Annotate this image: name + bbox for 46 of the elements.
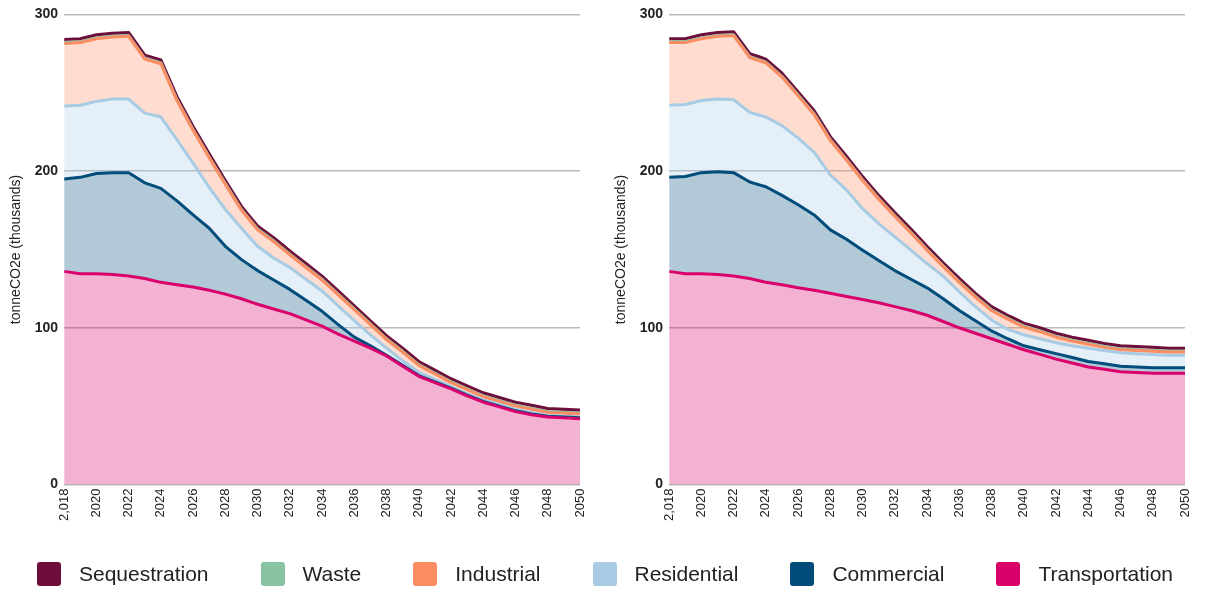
x-tick-label: 2048 bbox=[539, 488, 555, 518]
x-tick-label: 2042 bbox=[1047, 488, 1063, 518]
x-tick-label: 2038 bbox=[378, 488, 394, 518]
x-tick-label: 2048 bbox=[1144, 488, 1160, 518]
y-tick-label: 300 bbox=[639, 5, 664, 22]
y-tick-label: 200 bbox=[34, 161, 59, 178]
x-tick-label: 2044 bbox=[1079, 488, 1095, 518]
y-tick-label: 100 bbox=[639, 318, 664, 335]
x-tick-label: 2032 bbox=[281, 488, 297, 518]
x-tick-label: 2022 bbox=[120, 488, 136, 518]
x-tick-label: 2046 bbox=[1112, 488, 1128, 518]
x-tick-label: 2036 bbox=[345, 488, 361, 518]
legend-label: Residential bbox=[634, 562, 739, 586]
x-tick-label: 2040 bbox=[1015, 488, 1031, 518]
x-tick-label: 2028 bbox=[216, 488, 232, 518]
x-tick-label: 2036 bbox=[950, 488, 966, 518]
x-tick-label: 2050 bbox=[1176, 488, 1192, 518]
x-tick-label: 2026 bbox=[184, 488, 200, 518]
y-tick-label: 300 bbox=[34, 5, 59, 22]
x-tick-label: 2030 bbox=[854, 488, 870, 518]
x-tick-label: 2050 bbox=[571, 488, 587, 518]
x-tick-label: 2020 bbox=[692, 488, 708, 518]
x-tick-label: 2022 bbox=[725, 488, 741, 518]
y-tick-label: 200 bbox=[639, 161, 664, 178]
x-tick-label: 2024 bbox=[757, 488, 773, 518]
x-tick-label: 2034 bbox=[313, 488, 329, 518]
x-tick-label: 2032 bbox=[886, 488, 902, 518]
x-tick-label: 2046 bbox=[507, 488, 523, 518]
x-tick-label: 2040 bbox=[410, 488, 426, 518]
y-axis-title: tonneCO2e (thousands) bbox=[612, 174, 629, 325]
legend-label: Waste bbox=[302, 562, 362, 586]
y-axis-title: tonneCO2e (thousands) bbox=[7, 174, 24, 325]
x-tick-label: 2026 bbox=[789, 488, 805, 518]
x-tick-label: 2020 bbox=[87, 488, 103, 518]
x-tick-label: 2030 bbox=[249, 488, 265, 518]
x-tick-label: 2024 bbox=[152, 488, 168, 518]
x-tick-label: 2028 bbox=[821, 488, 837, 518]
legend-label: Sequestration bbox=[78, 562, 209, 586]
x-tick-label: 2034 bbox=[918, 488, 934, 518]
legend-label: Industrial bbox=[455, 562, 541, 586]
x-tick-label: 2044 bbox=[474, 488, 490, 518]
y-tick-label: 100 bbox=[34, 318, 59, 335]
legend-label: Commercial bbox=[832, 562, 945, 586]
legend-label: Transportation bbox=[1038, 562, 1174, 586]
x-tick-label: 2038 bbox=[983, 488, 999, 518]
x-tick-label: 2042 bbox=[442, 488, 458, 518]
